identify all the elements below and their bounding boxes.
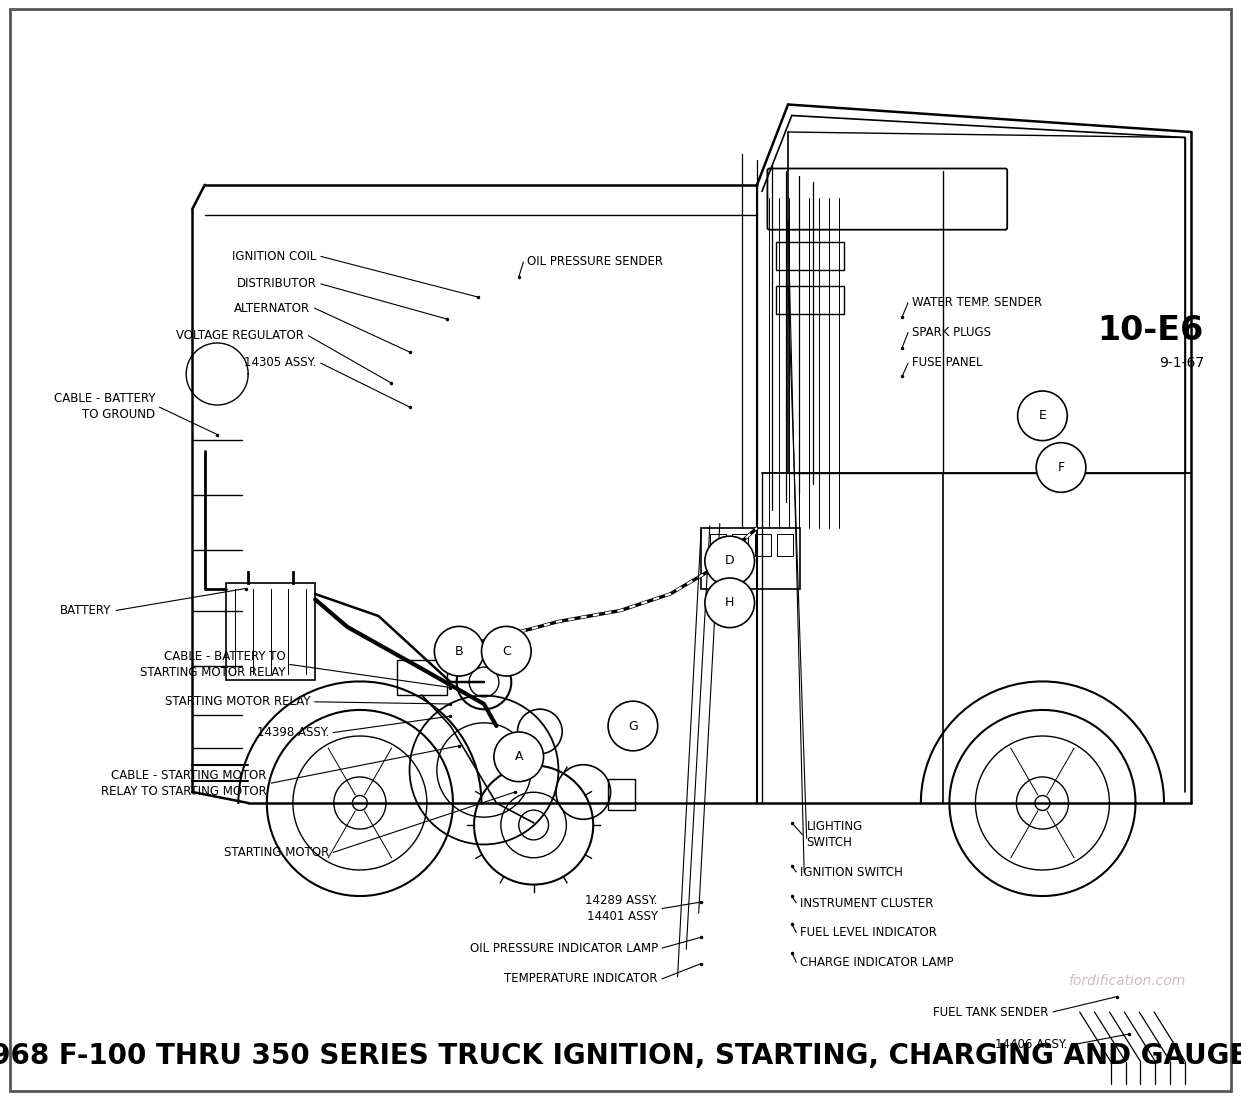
Bar [701,528,800,588]
Text: CABLE - BATTERY
TO GROUND: CABLE - BATTERY TO GROUND [53,393,155,421]
Text: LIGHTING
SWITCH: LIGHTING SWITCH [807,821,862,849]
Text: H: H [725,596,735,609]
Text: FUEL LEVEL INDICATOR: FUEL LEVEL INDICATOR [800,926,937,939]
Text: 14398 ASSY.: 14398 ASSY. [257,726,329,739]
Circle shape [482,626,531,676]
Text: FUEL TANK SENDER: FUEL TANK SENDER [933,1005,1049,1019]
Circle shape [434,626,484,676]
Text: STARTING MOTOR RELAY: STARTING MOTOR RELAY [165,695,310,708]
Bar [777,534,793,556]
Bar [226,583,315,680]
Text: IGNITION COIL: IGNITION COIL [232,250,316,263]
Text: 14289 ASSY.
14401 ASSY: 14289 ASSY. 14401 ASSY [586,894,658,923]
Text: STARTING MOTOR: STARTING MOTOR [223,846,329,859]
Bar [608,779,635,810]
Text: FUSE PANEL: FUSE PANEL [912,356,983,370]
Text: OIL PRESSURE INDICATOR LAMP: OIL PRESSURE INDICATOR LAMP [469,942,658,955]
Text: WATER TEMP. SENDER: WATER TEMP. SENDER [912,296,1042,309]
Bar [776,286,844,313]
Bar [732,534,748,556]
Text: 9-1-67: 9-1-67 [1159,356,1204,370]
Text: fordification.com: fordification.com [1069,975,1185,988]
Text: B: B [455,645,463,658]
Text: D: D [725,554,735,568]
Text: G: G [628,719,638,733]
Text: F: F [1057,461,1065,474]
Text: CABLE - STARTING MOTOR
RELAY TO STARTING MOTOR: CABLE - STARTING MOTOR RELAY TO STARTING… [101,769,267,798]
Text: DISTRIBUTOR: DISTRIBUTOR [237,277,316,290]
Circle shape [608,701,658,751]
Text: A: A [515,750,522,763]
Text: TEMPERATURE INDICATOR: TEMPERATURE INDICATOR [504,972,658,986]
Text: IGNITION SWITCH: IGNITION SWITCH [800,866,903,879]
Text: 14406 ASSY.: 14406 ASSY. [995,1038,1067,1052]
Text: CABLE - BATTERY TO
STARTING MOTOR RELAY: CABLE - BATTERY TO STARTING MOTOR RELAY [140,650,285,679]
Text: ALTERNATOR: ALTERNATOR [235,301,310,315]
Circle shape [494,732,544,782]
Text: VOLTAGE REGULATOR: VOLTAGE REGULATOR [176,329,304,342]
Text: BATTERY: BATTERY [61,604,112,617]
Text: E: E [1039,409,1046,422]
Text: 10-E6: 10-E6 [1097,314,1204,346]
Bar [397,660,447,695]
Text: SPARK PLUGS: SPARK PLUGS [912,326,992,339]
Circle shape [705,536,755,586]
Circle shape [1036,442,1086,493]
Bar [755,534,771,556]
Text: CHARGE INDICATOR LAMP: CHARGE INDICATOR LAMP [800,956,954,969]
Text: OIL PRESSURE SENDER: OIL PRESSURE SENDER [527,255,664,268]
Text: C: C [501,645,511,658]
Text: INSTRUMENT CLUSTER: INSTRUMENT CLUSTER [800,896,933,910]
Circle shape [705,578,755,628]
Circle shape [1018,390,1067,441]
Bar [776,242,844,270]
Text: 14305 ASSY.: 14305 ASSY. [244,356,316,370]
Text: 1968 F-100 THRU 350 SERIES TRUCK IGNITION, STARTING, CHARGING AND GAUGES: 1968 F-100 THRU 350 SERIES TRUCK IGNITIO… [0,1042,1241,1070]
Bar [710,534,726,556]
